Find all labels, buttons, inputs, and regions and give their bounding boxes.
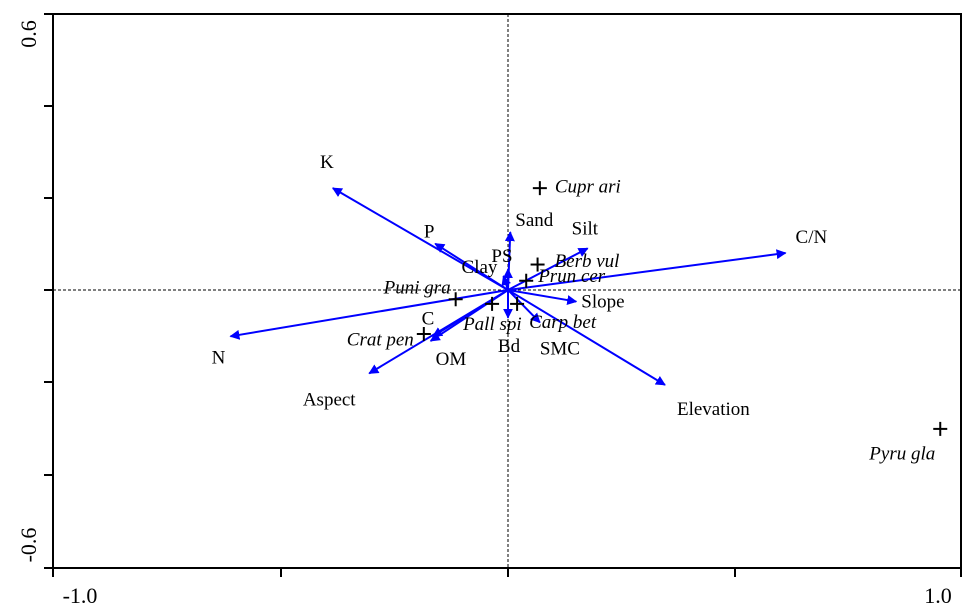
env-arrow-label: Silt <box>572 218 599 239</box>
env-arrow <box>229 289 509 340</box>
env-arrow <box>507 289 666 386</box>
species-label: Crat pen <box>347 329 414 350</box>
species-label: Carp bet <box>529 312 597 333</box>
env-arrow-label: C/N <box>796 227 828 248</box>
env-arrow-label: K <box>320 152 334 173</box>
axis-ticks: -1.0 1.0 -0.6 0.6 <box>16 13 962 608</box>
env-arrow <box>501 275 512 291</box>
species-label: Pall spi <box>462 314 522 335</box>
env-arrow-label: Bd <box>498 336 521 357</box>
species-label: Berb vul <box>555 251 620 272</box>
y-tick-label: -0.6 <box>16 528 41 563</box>
species-label: Puni gra <box>383 278 451 299</box>
env-arrow <box>507 249 787 291</box>
env-arrow-label: OM <box>436 349 467 370</box>
env-arrow-label: Elevation <box>677 399 750 420</box>
env-arrow <box>507 289 541 324</box>
env-arrow-label: SMC <box>540 338 580 359</box>
x-tick-label: -1.0 <box>63 583 98 608</box>
y-tick-label: 0.6 <box>16 20 41 48</box>
env-arrow-label: Slope <box>581 292 624 313</box>
env-arrow-label: Clay <box>462 257 498 278</box>
env-arrow <box>331 187 509 291</box>
env-arrow <box>507 247 589 291</box>
species-label: Pyru gla <box>868 443 935 464</box>
env-arrow-label: P <box>424 222 435 243</box>
env-arrow <box>368 289 509 375</box>
species-label: Prun cer <box>537 266 606 287</box>
env-arrow-label: C <box>422 308 435 329</box>
species-label: Cupr ari <box>555 176 621 197</box>
env-arrow <box>507 289 578 305</box>
env-arrow-label: PS <box>491 246 512 267</box>
x-tick-label: 1.0 <box>924 583 952 608</box>
env-arrow <box>434 242 509 291</box>
env-arrow-label: Sand <box>515 210 554 231</box>
env-arrow-label: Aspect <box>303 389 356 410</box>
env-arrow-label: N <box>212 347 226 368</box>
